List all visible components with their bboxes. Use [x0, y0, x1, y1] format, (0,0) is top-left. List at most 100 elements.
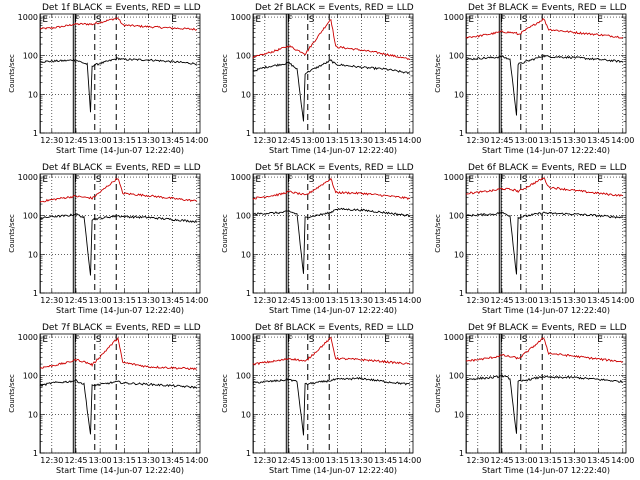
series-line-lld	[466, 177, 623, 197]
y-tick-label: 10	[454, 410, 464, 419]
series-line-events	[252, 59, 411, 122]
series-line-lld	[252, 177, 410, 200]
y-axis-label: Counts/sec	[221, 374, 229, 413]
y-tick-label: 10	[454, 250, 464, 259]
chart-panel-9: Det 9f BLACK = Events, RED = LLD 1 10 100 10…	[434, 323, 634, 475]
series-line-lld	[465, 18, 624, 39]
event-marker-label: F	[500, 175, 505, 185]
y-axis-label: Counts/sec	[8, 54, 16, 93]
event-marker-label: E	[255, 15, 261, 25]
chart-title: Det 8f BLACK = Events, RED = LLD	[255, 323, 414, 333]
x-tick-label: 12:45	[490, 456, 513, 465]
x-tick-label: 13:00	[302, 296, 325, 305]
x-tick-label: 13:00	[89, 296, 112, 305]
event-marker-label: E	[255, 175, 261, 185]
x-tick-label: 13:15	[326, 456, 349, 465]
x-tick-label: 13:15	[326, 296, 349, 305]
chart-panel-1: Det 1f BLACK = Events, RED = LLD 1 10 100 10…	[8, 3, 208, 155]
y-tick-label: 10	[241, 410, 251, 419]
event-marker-label: S	[522, 335, 528, 345]
y-tick-label: 10	[28, 90, 38, 99]
y-axis-label: Counts/sec	[221, 214, 229, 253]
x-tick-label: 13:15	[326, 136, 349, 145]
x-tick-label: 14:00	[611, 136, 634, 145]
x-tick-label: 13:00	[515, 136, 538, 145]
event-marker-label: E	[468, 175, 474, 185]
chart-title: Det 3f BLACK = Events, RED = LLD	[468, 3, 627, 13]
event-marker-label: E	[171, 175, 177, 185]
x-tick-label: 13:15	[113, 296, 136, 305]
y-tick-label: 1000	[444, 333, 464, 342]
x-axis-label: Start Time (14-Jun-07 12:22:40)	[56, 466, 184, 475]
y-tick-label: 1000	[231, 173, 251, 182]
x-tick-label: 12:45	[277, 456, 300, 465]
chart-panel-4: Det 4f BLACK = Events, RED = LLD 1 10 100 10…	[8, 163, 208, 315]
x-tick-label: 13:00	[302, 456, 325, 465]
event-marker-label: F	[500, 335, 505, 345]
y-tick-label: 100	[236, 212, 251, 221]
event-marker-label: E	[468, 15, 474, 25]
event-marker-label: E	[384, 15, 390, 25]
plot-frame	[465, 13, 627, 134]
x-tick-label: 13:30	[350, 296, 373, 305]
y-tick-label: 1	[459, 129, 464, 138]
y-tick-label: 10	[28, 250, 38, 259]
plot-frame	[465, 333, 627, 454]
x-tick-label: 13:45	[374, 456, 397, 465]
x-tick-label: 13:15	[539, 456, 562, 465]
y-tick-label: 100	[23, 212, 38, 221]
y-axis-label: Counts/sec	[8, 374, 16, 413]
y-tick-label: 1	[33, 129, 38, 138]
y-tick-label: 1000	[18, 173, 38, 182]
y-tick-label: 1000	[18, 13, 38, 22]
x-tick-label: 12:45	[490, 136, 513, 145]
x-tick-label: 13:30	[137, 456, 160, 465]
y-axis-label: Counts/sec	[221, 54, 229, 93]
x-tick-label: 13:30	[137, 296, 160, 305]
y-tick-label: 1000	[231, 13, 251, 22]
chart-title: Det 9f BLACK = Events, RED = LLD	[468, 323, 627, 333]
x-tick-label: 13:15	[113, 136, 136, 145]
y-tick-label: 10	[241, 250, 251, 259]
x-tick-label: 12:45	[64, 136, 87, 145]
x-tick-label: 13:30	[350, 456, 373, 465]
x-tick-label: 12:30	[253, 456, 276, 465]
event-marker-label: E	[597, 15, 603, 25]
x-axis-label: Start Time (14-Jun-07 12:22:40)	[269, 306, 397, 315]
x-tick-label: 12:45	[277, 296, 300, 305]
x-tick-label: 13:45	[374, 136, 397, 145]
series-line-events	[465, 374, 624, 434]
y-tick-label: 100	[449, 212, 464, 221]
x-tick-label: 13:30	[350, 136, 373, 145]
event-marker-label: S	[522, 15, 528, 25]
plot-frame	[39, 333, 201, 454]
y-tick-label: 1000	[444, 173, 464, 182]
y-axis-label: Counts/sec	[434, 214, 442, 253]
event-marker-label: E	[255, 335, 261, 345]
event-marker-label: E	[597, 175, 603, 185]
series-line-lld	[252, 337, 411, 366]
y-axis-label: Counts/sec	[8, 214, 16, 253]
series-line-events	[465, 54, 623, 116]
chart-panel-7: Det 7f BLACK = Events, RED = LLD 1 10 100 10…	[8, 323, 208, 475]
y-tick-label: 10	[454, 90, 464, 99]
chart-title: Det 1f BLACK = Events, RED = LLD	[42, 3, 201, 13]
series-line-lld	[39, 336, 197, 371]
x-tick-label: 12:45	[277, 136, 300, 145]
event-marker-label: S	[96, 15, 102, 25]
event-marker-label: F	[287, 335, 292, 345]
chart-panel-3: Det 3f BLACK = Events, RED = LLD 1 10 100 10…	[434, 3, 634, 155]
x-tick-label: 13:45	[587, 456, 610, 465]
y-axis-label: Counts/sec	[434, 54, 442, 93]
y-tick-label: 100	[236, 372, 251, 381]
event-marker-label: E	[597, 335, 603, 345]
x-tick-label: 13:00	[515, 456, 538, 465]
x-tick-label: 12:45	[64, 456, 87, 465]
x-tick-label: 13:15	[113, 456, 136, 465]
chart-title: Det 6f BLACK = Events, RED = LLD	[468, 163, 627, 173]
x-tick-label: 13:45	[161, 456, 184, 465]
chart-panel-6: Det 6f BLACK = Events, RED = LLD 1 10 100 10…	[434, 163, 634, 315]
event-marker-label: S	[309, 335, 315, 345]
series-line-events	[465, 211, 623, 275]
